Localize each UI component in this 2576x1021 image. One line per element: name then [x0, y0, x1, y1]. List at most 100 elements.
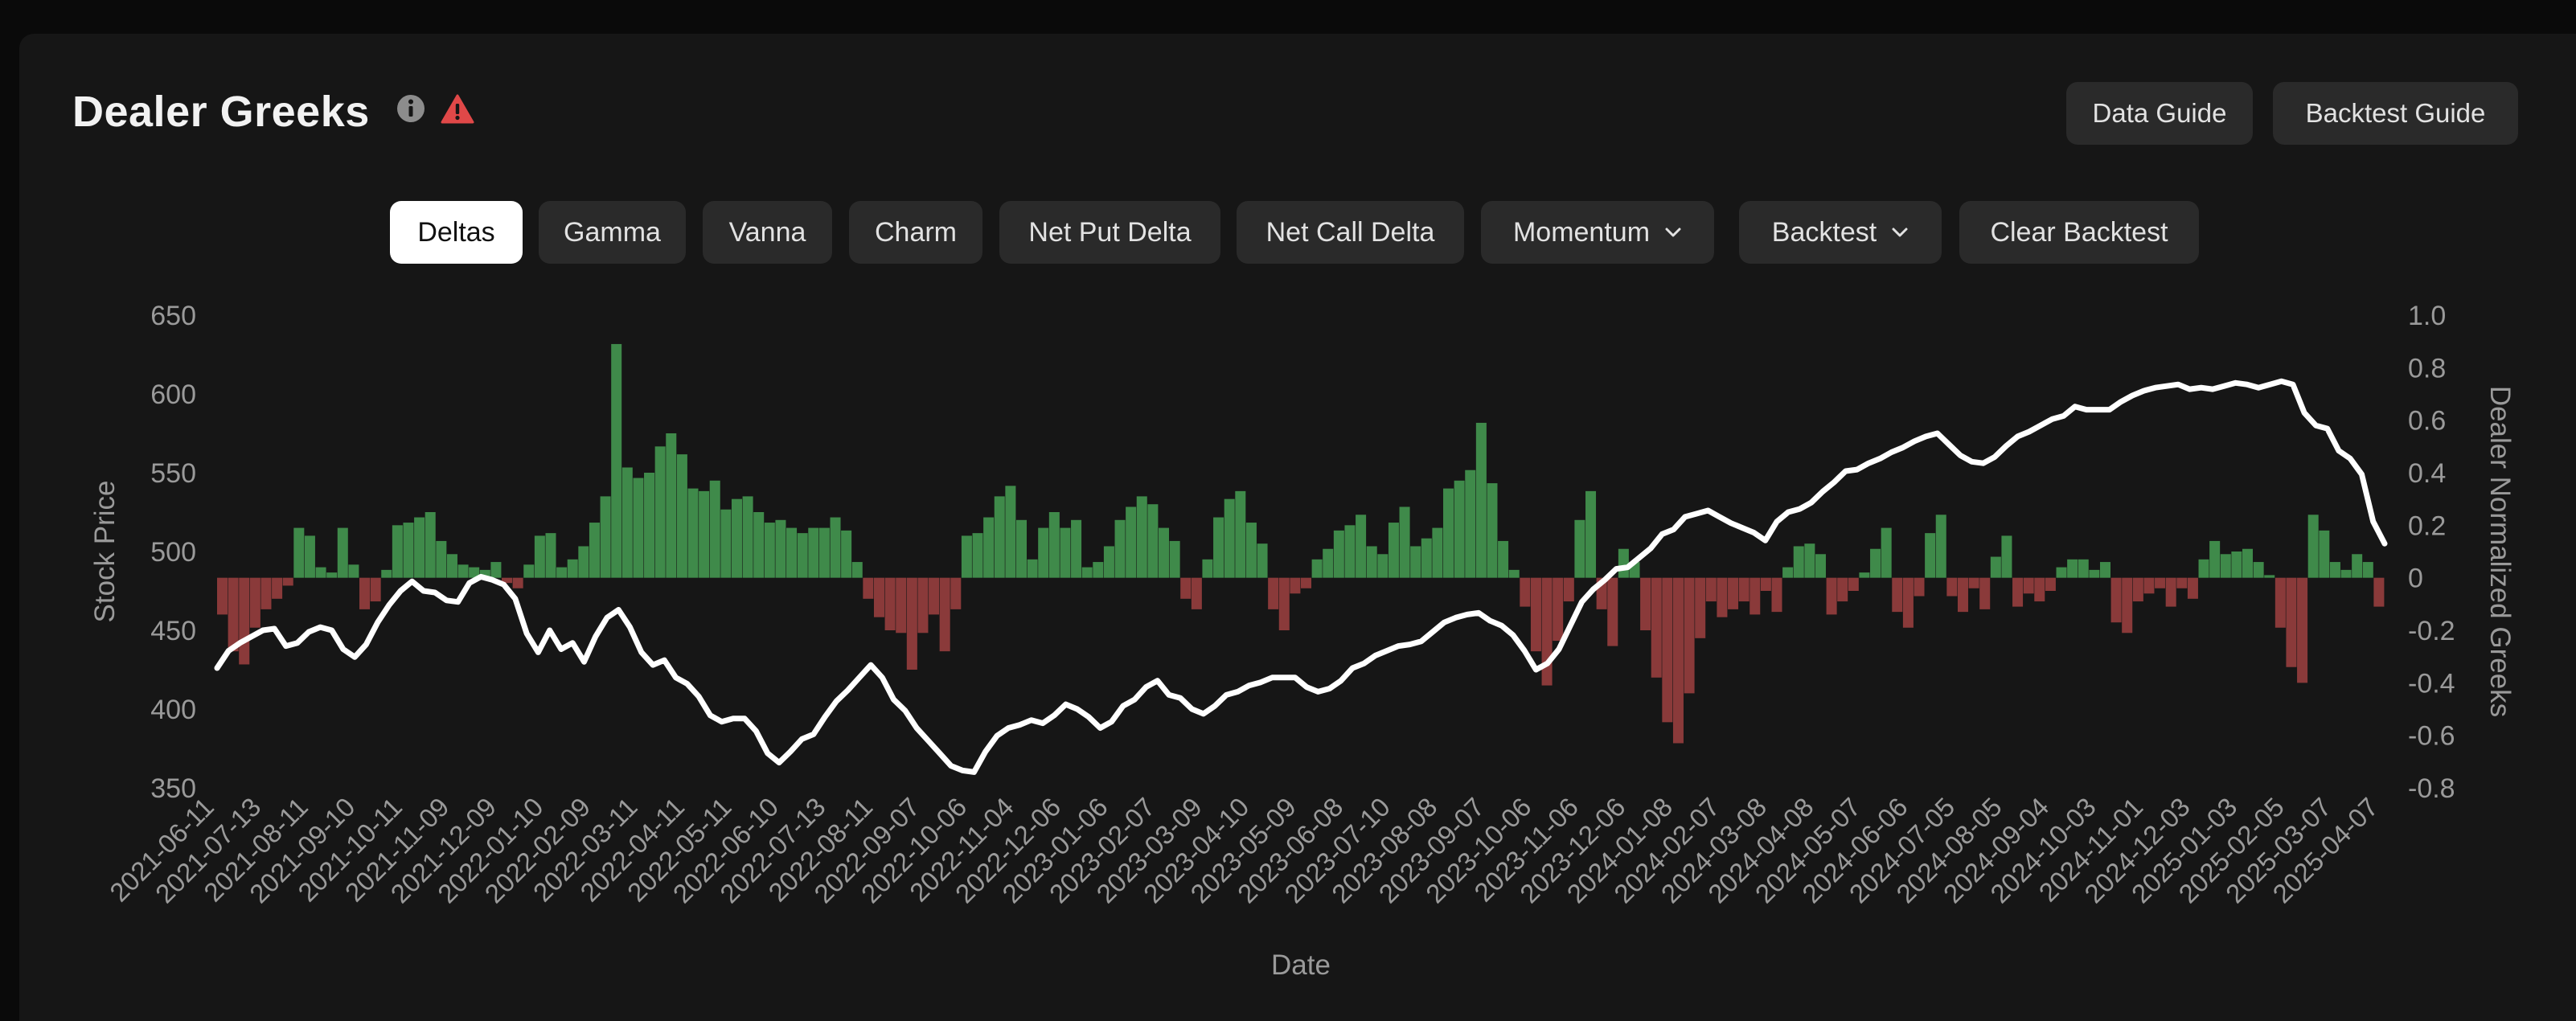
backtest-guide-button[interactable]: Backtest Guide: [2273, 82, 2518, 145]
tab-net-call-delta[interactable]: Net Call Delta: [1237, 201, 1464, 264]
left-y-axis-title: Stock Price: [89, 481, 121, 623]
positive-greek-bar: [446, 554, 457, 578]
x-axis-title: Date: [1271, 949, 1331, 981]
negative-greek-bar: [1717, 577, 1728, 617]
tab-label: Backtest: [1771, 216, 1877, 248]
tab-net-put-delta[interactable]: Net Put Delta: [999, 201, 1220, 264]
stock-price-line: [214, 378, 2388, 775]
positive-greek-bar: [2352, 554, 2363, 578]
positive-greek-bar: [1793, 546, 1804, 578]
positive-greek-bar: [479, 569, 490, 578]
positive-greek-bar: [1038, 527, 1049, 578]
positive-greek-bar: [2001, 535, 2012, 578]
positive-greek-bar: [2067, 559, 2078, 578]
negative-greek-bar: [1695, 577, 1706, 638]
positive-greek-bar: [2242, 548, 2254, 578]
tab-charm[interactable]: Charm: [849, 201, 982, 264]
negative-greek-bar: [2012, 577, 2024, 607]
tab-label: Momentum: [1512, 216, 1651, 248]
positive-greek-bar: [1804, 543, 1815, 578]
positive-greek-bar: [731, 498, 742, 578]
positive-greek-bar: [414, 517, 425, 578]
positive-greek-bar: [1333, 530, 1344, 578]
data-guide-button[interactable]: Data Guide: [2066, 82, 2253, 145]
negative-greek-bar: [2132, 577, 2143, 602]
positive-greek-bar: [2264, 575, 2275, 578]
positive-greek-bar: [457, 564, 469, 578]
negative-greek-bar: [1180, 577, 1192, 599]
left-y-tick-label: 350: [150, 773, 196, 804]
positive-greek-bar: [633, 478, 644, 578]
positive-greek-bar: [1060, 527, 1071, 578]
positive-greek-bar: [1126, 506, 1137, 578]
positive-greek-bar: [841, 530, 852, 578]
right-y-tick-label: 0.6: [2408, 406, 2446, 437]
positive-greek-bar: [786, 527, 798, 578]
positive-greek-bar: [469, 567, 480, 578]
tab-label: Clear Backtest: [1990, 216, 2168, 248]
positive-greek-bar: [490, 562, 502, 578]
tab-gamma[interactable]: Gamma: [539, 201, 686, 264]
dealer-greeks-card: [19, 34, 2576, 1021]
tab-label: Gamma: [564, 216, 661, 248]
positive-greek-bar: [326, 572, 338, 578]
positive-greek-bar: [1815, 554, 1826, 578]
positive-greek-bar: [1235, 490, 1246, 578]
negative-greek-bar: [1530, 577, 1541, 652]
positive-greek-bar: [1311, 559, 1323, 578]
positive-greek-bar: [1399, 506, 1410, 578]
positive-greek-bar: [611, 343, 622, 578]
positive-greek-bar: [1366, 546, 1377, 578]
positive-greek-bar: [567, 559, 578, 578]
positive-greek-bar: [1224, 498, 1235, 578]
positive-greek-bar: [2209, 540, 2221, 578]
negative-greek-bar: [1301, 577, 1312, 588]
chevron-down-icon: [1892, 228, 1908, 237]
positive-greek-bar: [742, 496, 753, 578]
positive-greek-bar: [972, 533, 983, 578]
positive-greek-bar: [994, 496, 1005, 578]
negative-greek-bar: [1268, 577, 1279, 609]
tab-deltas[interactable]: Deltas: [390, 201, 523, 264]
positive-greek-bar: [1093, 562, 1104, 578]
positive-greek-bar: [1169, 540, 1180, 578]
negative-greek-bar: [950, 577, 962, 609]
negative-greek-bar: [1191, 577, 1202, 609]
backtest-dropdown[interactable]: Backtest: [1739, 201, 1942, 264]
clear-backtest-button[interactable]: Clear Backtest: [1959, 201, 2199, 264]
positive-greek-bar: [1081, 567, 1093, 578]
positive-greek-bar: [2319, 530, 2330, 578]
warning-triangle-icon[interactable]: [441, 94, 474, 125]
positive-greek-bar: [1782, 567, 1794, 578]
positive-greek-bar: [851, 562, 863, 578]
negative-greek-bar: [2373, 577, 2385, 607]
positive-greek-bar: [699, 490, 710, 578]
positive-greek-bar: [1114, 519, 1126, 578]
negative-greek-bar: [1771, 577, 1782, 613]
negative-greek-bar: [1651, 577, 1662, 678]
info-circle-icon[interactable]: [396, 93, 426, 124]
right-y-tick-label: 0.4: [2408, 458, 2446, 489]
negative-greek-bar: [1520, 577, 1531, 607]
negative-greek-bar: [1968, 577, 1979, 588]
positive-greek-bar: [1245, 523, 1257, 578]
negative-greek-bar: [1979, 577, 1991, 609]
positive-greek-bar: [764, 523, 775, 578]
positive-greek-bar: [1881, 527, 1892, 578]
momentum-dropdown[interactable]: Momentum: [1481, 201, 1714, 264]
positive-greek-bar: [545, 533, 556, 578]
positive-greek-bar: [644, 473, 655, 578]
positive-greek-bar: [654, 446, 666, 578]
negative-greek-bar: [1749, 577, 1761, 615]
positive-greek-bar: [1618, 548, 1629, 578]
negative-greek-bar: [1760, 577, 1771, 591]
negative-greek-bar: [1278, 577, 1290, 630]
negative-greek-bar: [896, 577, 907, 634]
positive-greek-bar: [1432, 527, 1443, 578]
positive-greek-bar: [621, 467, 633, 578]
negative-greek-bar: [2165, 577, 2176, 607]
negative-greek-bar: [239, 577, 250, 665]
positive-greek-bar: [381, 569, 392, 578]
tab-vanna[interactable]: Vanna: [703, 201, 832, 264]
